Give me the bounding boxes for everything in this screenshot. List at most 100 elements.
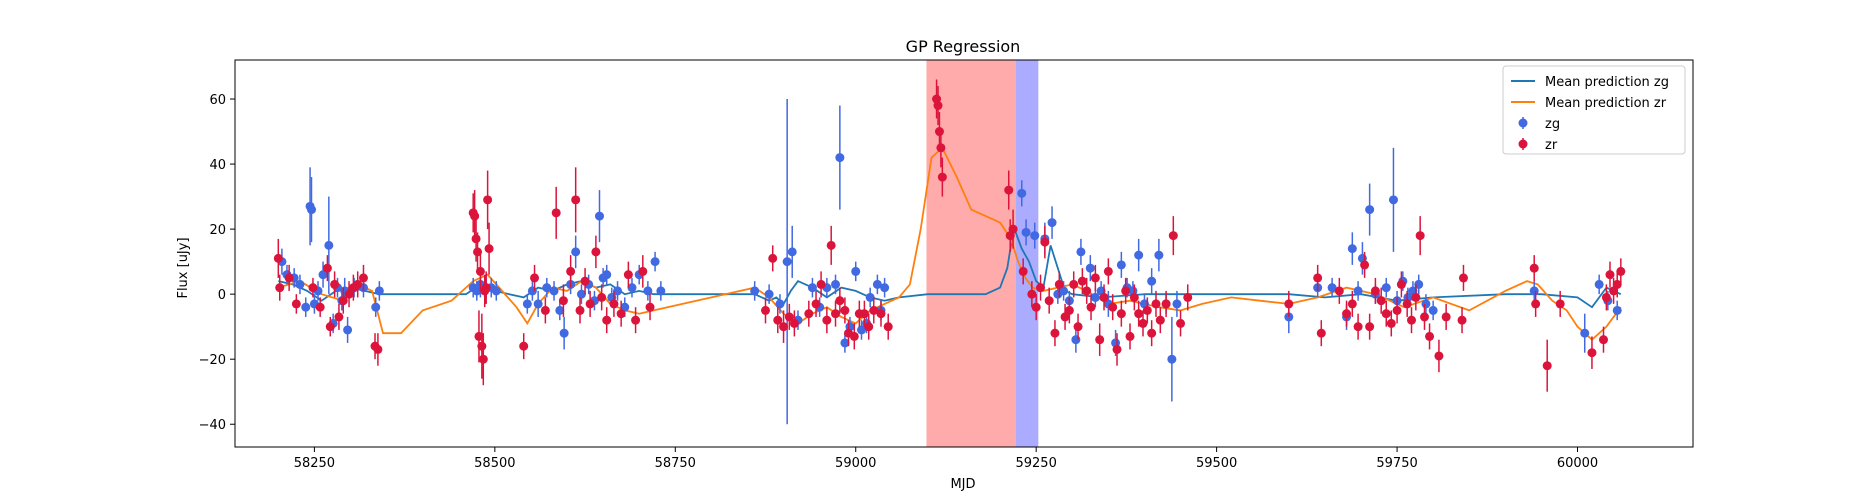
data-point — [591, 247, 601, 257]
data-point — [779, 322, 789, 332]
y-tick-label: 20 — [209, 223, 226, 238]
data-point — [576, 289, 586, 299]
data-point — [585, 299, 595, 309]
y-axis-label: Flux [uJy] — [176, 237, 191, 298]
data-point — [1073, 322, 1083, 332]
data-point — [334, 312, 344, 322]
data-point — [291, 299, 301, 309]
data-point — [826, 240, 836, 250]
x-axis-label: MJD — [950, 477, 975, 492]
data-point — [1047, 218, 1057, 228]
data-point — [1183, 292, 1193, 302]
data-point — [1134, 250, 1144, 260]
data-point — [284, 273, 294, 283]
legend: Mean prediction zg Mean prediction zr zg zr — [1502, 65, 1686, 155]
data-point — [865, 292, 875, 302]
data-point — [1090, 273, 1100, 283]
data-point — [343, 325, 353, 335]
data-point — [623, 270, 633, 280]
data-point — [1616, 266, 1626, 276]
data-point — [750, 286, 760, 296]
data-point — [1531, 299, 1541, 309]
plot-area — [234, 59, 1694, 448]
data-point — [1392, 305, 1402, 315]
data-point — [315, 302, 325, 312]
data-point — [1044, 296, 1054, 306]
data-point — [1529, 263, 1539, 273]
x-tick-label: 59750 — [1376, 456, 1417, 471]
data-point — [580, 276, 590, 286]
data-point — [1425, 331, 1435, 341]
data-point — [551, 208, 561, 218]
data-point — [869, 305, 879, 315]
data-point — [1108, 302, 1118, 312]
data-point — [338, 296, 348, 306]
data-point — [1004, 185, 1014, 195]
y-axis: −40 −20 0 20 40 60 — [199, 93, 235, 433]
data-point — [597, 292, 607, 302]
data-point — [1031, 302, 1041, 312]
x-tick-label: 60000 — [1557, 456, 1598, 471]
data-point — [1587, 348, 1597, 358]
data-point — [883, 322, 893, 332]
data-point — [933, 101, 943, 111]
data-point — [775, 299, 785, 309]
data-point — [1612, 279, 1622, 289]
data-point — [1407, 315, 1417, 325]
data-point — [295, 279, 305, 289]
data-point — [1370, 286, 1380, 296]
data-point — [1161, 299, 1171, 309]
data-point — [1612, 305, 1622, 315]
data-point — [1376, 296, 1386, 306]
data-point — [273, 253, 283, 263]
data-point — [807, 283, 817, 293]
data-point — [1386, 318, 1396, 328]
data-point — [477, 341, 487, 351]
data-point — [1017, 188, 1027, 198]
data-point — [840, 305, 850, 315]
data-point — [1036, 283, 1046, 293]
data-point — [373, 344, 383, 354]
data-point — [330, 279, 340, 289]
data-point — [325, 322, 335, 332]
data-point — [1421, 299, 1431, 309]
data-point — [1327, 283, 1337, 293]
data-point — [602, 315, 612, 325]
data-point — [559, 328, 569, 338]
y-tick-label: 40 — [209, 158, 226, 173]
data-point — [1125, 331, 1135, 341]
data-point — [1116, 309, 1126, 319]
data-point — [374, 286, 384, 296]
data-point — [555, 305, 565, 315]
x-tick-label: 58750 — [655, 456, 696, 471]
data-point — [1027, 289, 1037, 299]
data-point — [816, 279, 826, 289]
data-point — [549, 286, 559, 296]
data-point — [481, 283, 491, 293]
data-point — [1388, 195, 1398, 205]
data-point — [1598, 335, 1608, 345]
data-point — [1138, 318, 1148, 328]
data-point — [876, 309, 886, 319]
data-point — [934, 127, 944, 137]
data-point — [1415, 231, 1425, 241]
data-point — [475, 266, 485, 276]
data-point — [631, 315, 641, 325]
data-point — [1040, 237, 1050, 247]
data-point — [1381, 309, 1391, 319]
data-point — [613, 286, 623, 296]
data-point — [1458, 273, 1468, 283]
data-point — [1580, 328, 1590, 338]
data-point — [835, 153, 845, 163]
shaded-region-0 — [926, 60, 1016, 447]
data-point — [1529, 286, 1539, 296]
data-point — [322, 263, 332, 273]
data-point — [1316, 328, 1326, 338]
plot-frame — [234, 59, 1694, 448]
data-point — [1360, 260, 1370, 270]
data-point — [595, 211, 604, 221]
data-point — [1095, 335, 1105, 345]
data-point — [851, 266, 861, 276]
data-point — [849, 331, 859, 341]
data-point — [1151, 299, 1161, 309]
